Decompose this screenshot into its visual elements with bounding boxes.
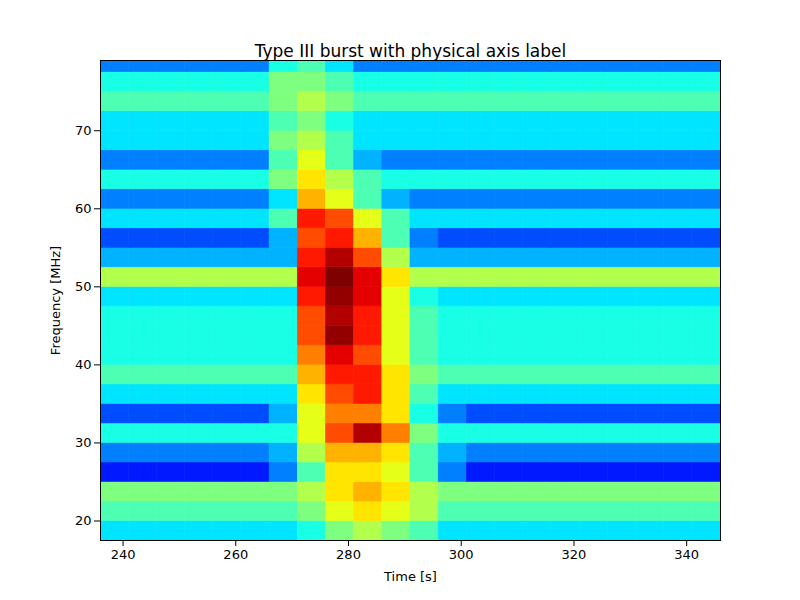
svg-text:240: 240 bbox=[111, 547, 136, 562]
svg-text:50: 50 bbox=[75, 279, 92, 294]
svg-text:Frequency [MHz]: Frequency [MHz] bbox=[48, 246, 63, 355]
svg-text:280: 280 bbox=[336, 547, 361, 562]
svg-text:30: 30 bbox=[75, 435, 92, 450]
svg-text:Type III burst with physical a: Type III burst with physical axis label bbox=[254, 41, 567, 61]
svg-text:260: 260 bbox=[223, 547, 248, 562]
svg-text:70: 70 bbox=[75, 123, 92, 138]
svg-text:40: 40 bbox=[75, 357, 92, 372]
svg-text:60: 60 bbox=[75, 201, 92, 216]
svg-text:300: 300 bbox=[449, 547, 474, 562]
svg-text:20: 20 bbox=[75, 513, 92, 528]
svg-text:340: 340 bbox=[674, 547, 699, 562]
svg-text:Time [s]: Time [s] bbox=[383, 569, 437, 584]
svg-text:320: 320 bbox=[562, 547, 587, 562]
